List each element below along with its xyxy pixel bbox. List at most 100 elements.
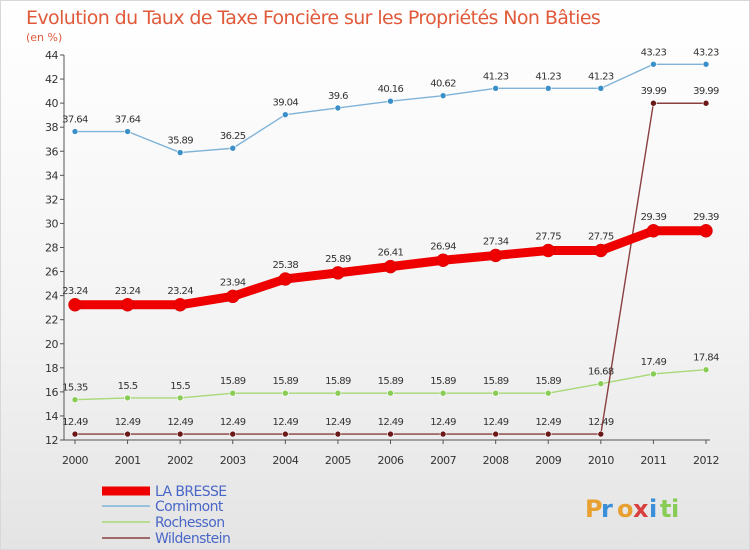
legend-label: Rochesson — [155, 515, 224, 531]
data-label: 36.25 — [220, 131, 246, 142]
logo-letter: P — [585, 495, 603, 523]
data-label: 41.23 — [483, 71, 509, 82]
data-label: 41.23 — [535, 71, 561, 82]
y-tick-label: 44 — [45, 49, 58, 62]
data-label: 15.5 — [118, 381, 138, 392]
data-label: 39.99 — [641, 86, 667, 97]
data-point — [702, 99, 710, 107]
data-label: 25.89 — [325, 254, 351, 265]
x-tick-label: 2003 — [220, 454, 246, 467]
data-label: 15.89 — [325, 376, 351, 387]
data-point — [229, 430, 237, 438]
data-point — [699, 224, 713, 238]
data-label: 15.89 — [273, 376, 299, 387]
data-point — [278, 272, 293, 286]
data-point — [544, 85, 552, 92]
data-label: 25.38 — [273, 260, 299, 271]
chart-title: Evolution du Taux de Taxe Foncière sur l… — [26, 7, 600, 29]
data-label: 23.24 — [62, 286, 88, 297]
data-point — [282, 430, 289, 438]
data-label: 29.39 — [641, 212, 667, 223]
data-point — [334, 104, 342, 112]
data-point — [597, 85, 605, 92]
data-point — [439, 430, 447, 438]
data-label: 16.68 — [588, 367, 614, 378]
data-label: 29.39 — [693, 212, 719, 223]
y-tick-label: 20 — [45, 338, 58, 351]
y-tick-label: 28 — [45, 242, 58, 255]
data-point — [702, 60, 710, 68]
data-label: 27.34 — [483, 236, 509, 247]
logo-letter: x — [633, 495, 649, 523]
y-tick-label: 38 — [45, 121, 58, 134]
data-label: 40.16 — [378, 84, 404, 95]
data-label: 12.49 — [378, 417, 404, 428]
axes: 12 14 16 18 20 22 24 26 28 30 32 34 36 38 40 42 44 2000 20… — [45, 49, 720, 467]
data-label: 12.49 — [430, 417, 456, 428]
data-point — [650, 370, 657, 378]
data-label: 17.49 — [641, 357, 667, 368]
data-label: 12.49 — [325, 417, 351, 428]
data-label: 39.6 — [328, 91, 348, 102]
data-label: 41.23 — [588, 71, 614, 82]
data-point — [387, 389, 394, 397]
data-point — [124, 394, 131, 402]
data-point — [334, 389, 342, 397]
y-tick-label: 30 — [45, 217, 58, 230]
y-tick-label: 34 — [45, 169, 58, 182]
x-tick-label: 2009 — [535, 454, 561, 467]
data-point — [544, 430, 552, 438]
data-point — [282, 389, 289, 397]
data-label: 26.94 — [430, 241, 456, 252]
x-tick-label: 2005 — [325, 454, 351, 467]
data-label: 15.89 — [483, 376, 509, 387]
y-tick-label: 32 — [45, 193, 58, 206]
legend-label: Cornimont — [155, 499, 224, 515]
data-label: 15.89 — [535, 376, 561, 387]
data-label: 15.35 — [62, 383, 88, 394]
data-label: 15.5 — [170, 381, 190, 392]
data-label: 27.75 — [588, 232, 614, 243]
x-tick-label: 2006 — [378, 454, 404, 467]
x-tick-label: 2012 — [693, 454, 719, 467]
data-point — [646, 224, 661, 238]
data-point — [597, 380, 605, 387]
data-label: 12.49 — [273, 417, 299, 428]
data-point — [176, 430, 184, 438]
data-label: 12.49 — [588, 417, 614, 428]
data-point — [226, 289, 240, 304]
y-tick-label: 16 — [45, 386, 58, 399]
y-tick-label: 40 — [45, 97, 58, 110]
logo-letter: i — [649, 495, 657, 523]
data-label: 26.41 — [378, 248, 404, 259]
data-label: 17.84 — [693, 353, 719, 364]
x-tick-label: 2010 — [588, 454, 614, 467]
x-tick-label: 2001 — [115, 454, 141, 467]
y-tick-label: 22 — [45, 314, 58, 327]
data-label: 39.04 — [273, 98, 299, 109]
data-point — [439, 389, 447, 397]
proxiti-logo: Pr o x i t i — [585, 495, 679, 523]
data-point — [331, 266, 345, 280]
data-point — [173, 298, 187, 312]
y-tick-label: 12 — [45, 434, 58, 447]
data-label: 23.24 — [167, 286, 193, 297]
logo-letter: r — [601, 495, 613, 523]
data-point — [702, 366, 710, 374]
data-label: 12.49 — [167, 417, 193, 428]
data-point — [488, 248, 503, 263]
legend-label: Wildenstein — [155, 531, 230, 547]
data-label: 12.49 — [535, 417, 561, 428]
logo-letter: t — [660, 495, 671, 523]
y-tick-label: 24 — [45, 290, 58, 303]
data-point — [597, 430, 605, 438]
data-label: 43.23 — [641, 47, 667, 58]
data-point — [176, 149, 184, 156]
data-label: 40.62 — [430, 79, 456, 90]
y-tick-label: 36 — [45, 145, 58, 158]
y-tick-label: 26 — [45, 266, 58, 279]
data-label: 23.24 — [115, 286, 141, 297]
